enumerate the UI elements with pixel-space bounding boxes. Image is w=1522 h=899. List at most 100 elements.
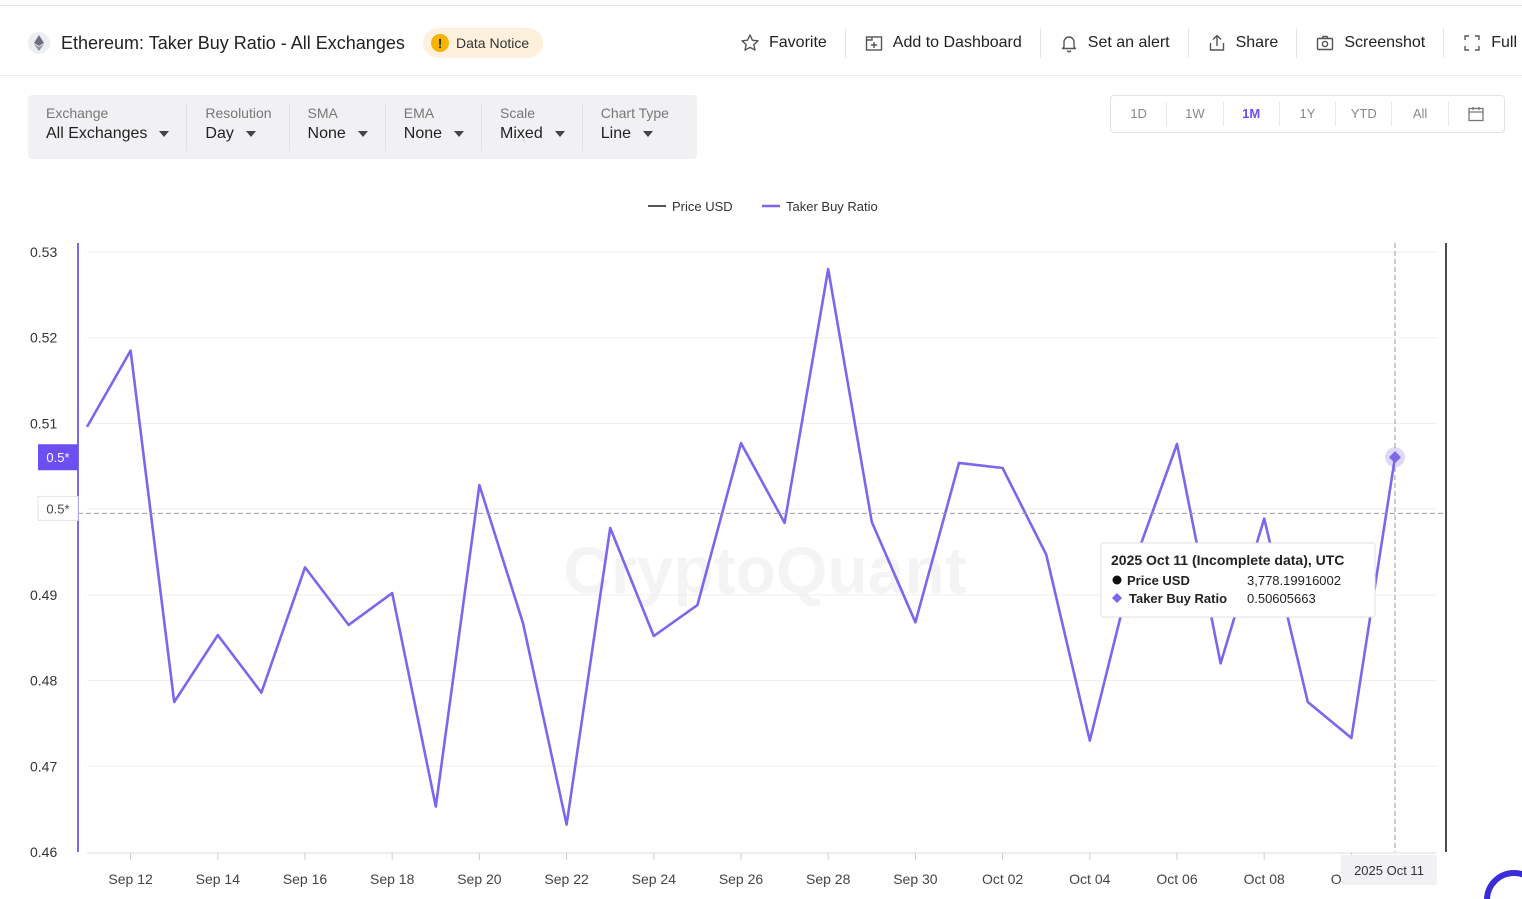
fullscreen-label: Full	[1491, 34, 1518, 51]
left-crosshair-marker-label: 0.5*	[46, 450, 69, 465]
legend-item-taker-buy-ratio[interactable]: Taker Buy Ratio	[786, 199, 878, 214]
x-tick-label: Oct 06	[1156, 871, 1197, 887]
bell-icon	[1061, 36, 1076, 53]
sma-select[interactable]: SMA None	[290, 103, 386, 151]
range-1d-button[interactable]: 1D	[1111, 102, 1168, 126]
caret-down-icon	[357, 131, 368, 137]
resolution-select[interactable]: Resolution Day	[187, 103, 290, 151]
top-border	[0, 5, 1522, 6]
scale-select[interactable]: Scale Mixed	[482, 103, 583, 151]
scale-value: Mixed	[500, 125, 543, 142]
dashboard-add-icon	[865, 36, 882, 51]
favorite-label: Favorite	[769, 34, 827, 51]
header-actions: Favorite Add to Dashboard Set an alert S…	[722, 28, 1517, 58]
caret-down-icon	[554, 131, 565, 137]
caret-down-icon	[159, 131, 170, 137]
caret-down-icon	[454, 131, 465, 137]
left-reference-label-box	[37, 495, 79, 521]
x-tick-label: Sep 14	[196, 871, 241, 887]
ethereum-icon	[28, 32, 50, 54]
series-line-taker-buy-ratio[interactable]	[85, 267, 1397, 826]
tooltip-ratio-name: Taker Buy Ratio	[1129, 591, 1227, 606]
crosshair-date-label: 2025 Oct 11	[1354, 863, 1424, 878]
ema-label: EMA	[403, 105, 435, 121]
range-all-button[interactable]: All	[1392, 102, 1449, 126]
y-left-tick-label: 0.53	[30, 244, 57, 260]
tooltip-ratio-diamond	[1112, 593, 1122, 603]
x-tick-label: Sep 30	[893, 871, 938, 887]
range-ytd-button[interactable]: YTD	[1336, 102, 1393, 126]
y-left-tick-label: 0.46	[30, 844, 57, 860]
warning-icon: !	[431, 34, 449, 52]
chart-type-value: Line	[600, 125, 631, 142]
x-tick-label: Sep 20	[457, 871, 502, 887]
add-to-dashboard-label: Add to Dashboard	[892, 34, 1022, 51]
x-tick-label: Sep 28	[806, 871, 851, 887]
screenshot-button[interactable]: Screenshot	[1297, 28, 1445, 58]
x-tick-label: Sep 26	[719, 871, 764, 887]
data-notice-label: Data Notice	[456, 35, 530, 51]
x-tick-label: Sep 18	[370, 871, 415, 887]
page-header: Ethereum: Taker Buy Ratio - All Exchange…	[0, 10, 1522, 76]
range-1y-button[interactable]: 1Y	[1280, 102, 1337, 126]
share-label: Share	[1235, 34, 1279, 51]
exchange-select[interactable]: Exchange All Exchanges	[28, 103, 188, 151]
tooltip-box	[1100, 542, 1376, 618]
resolution-label: Resolution	[205, 105, 272, 121]
time-range-selector: 1D 1W 1M 1Y YTD All	[1110, 95, 1505, 133]
range-1m-button[interactable]: 1M	[1224, 102, 1280, 126]
x-tick-label: Sep 24	[632, 871, 677, 887]
left-crosshair-marker	[38, 444, 78, 471]
x-tick-label: Oct 04	[1069, 871, 1110, 887]
caret-down-icon	[642, 131, 653, 137]
y-left-tick-label: 0.49	[30, 587, 57, 603]
chat-launcher-button[interactable]	[1484, 870, 1522, 899]
share-button[interactable]: Share	[1189, 28, 1298, 58]
x-tick-label: Sep 12	[108, 871, 153, 887]
chart-controls: Exchange All Exchanges Resolution Day SM…	[28, 95, 697, 159]
share-icon	[1209, 34, 1224, 51]
crosshair-date-box	[1341, 855, 1437, 885]
star-icon	[741, 34, 759, 51]
exchange-value: All Exchanges	[46, 125, 148, 142]
sma-value: None	[307, 125, 346, 142]
x-tick-label: Sep 16	[283, 871, 328, 887]
tooltip-price-name: Price USD	[1127, 573, 1190, 588]
set-alert-label: Set an alert	[1087, 34, 1170, 51]
fullscreen-button[interactable]: Full	[1444, 28, 1517, 58]
add-to-dashboard-button[interactable]: Add to Dashboard	[846, 28, 1041, 58]
favorite-button[interactable]: Favorite	[722, 28, 846, 58]
calendar-icon	[1468, 107, 1484, 122]
ema-select[interactable]: EMA None	[386, 103, 483, 151]
watermark-text: CryptoQuant	[563, 533, 966, 607]
ratio-marker	[1389, 451, 1401, 464]
page-title: Ethereum: Taker Buy Ratio - All Exchange…	[61, 33, 405, 53]
resolution-value: Day	[205, 125, 234, 142]
y-left-tick-label: 0.51	[30, 415, 57, 431]
set-alert-button[interactable]: Set an alert	[1041, 28, 1189, 58]
chart-area[interactable]: CryptoQuant Price USD Taker Buy Ratio 0.4…	[0, 185, 1522, 899]
scale-label: Scale	[500, 105, 536, 121]
screenshot-label: Screenshot	[1344, 34, 1426, 51]
camera-icon	[1317, 35, 1334, 51]
tooltip-price-dot	[1112, 575, 1122, 585]
x-tick-label: Oct 02	[982, 871, 1023, 887]
chart-type-select[interactable]: Chart Type Line	[583, 103, 686, 151]
left-reference-label: 0.5*	[46, 501, 69, 516]
caret-down-icon	[245, 131, 256, 137]
fullscreen-icon	[1464, 35, 1480, 51]
tooltip-title: 2025 Oct 11 (Incomplete data), UTC	[1111, 552, 1344, 568]
data-notice-badge[interactable]: ! Data Notice	[423, 28, 544, 58]
y-left-tick-label: 0.47	[30, 758, 57, 774]
y-left-tick-label: 0.52	[30, 330, 57, 346]
calendar-button[interactable]	[1449, 102, 1504, 126]
exchange-label: Exchange	[46, 105, 109, 121]
legend-item-price-usd[interactable]: Price USD	[672, 199, 733, 214]
y-left-tick-label: 0.48	[30, 673, 57, 689]
sma-label: SMA	[307, 105, 338, 121]
range-1w-button[interactable]: 1W	[1167, 102, 1224, 126]
tooltip-price-value: 3,778.19916002	[1247, 573, 1341, 588]
tooltip-ratio-value: 0.50605663	[1247, 591, 1316, 606]
x-tick-label: Sep 22	[544, 871, 589, 887]
x-tick-label: Oct 08	[1244, 871, 1285, 887]
